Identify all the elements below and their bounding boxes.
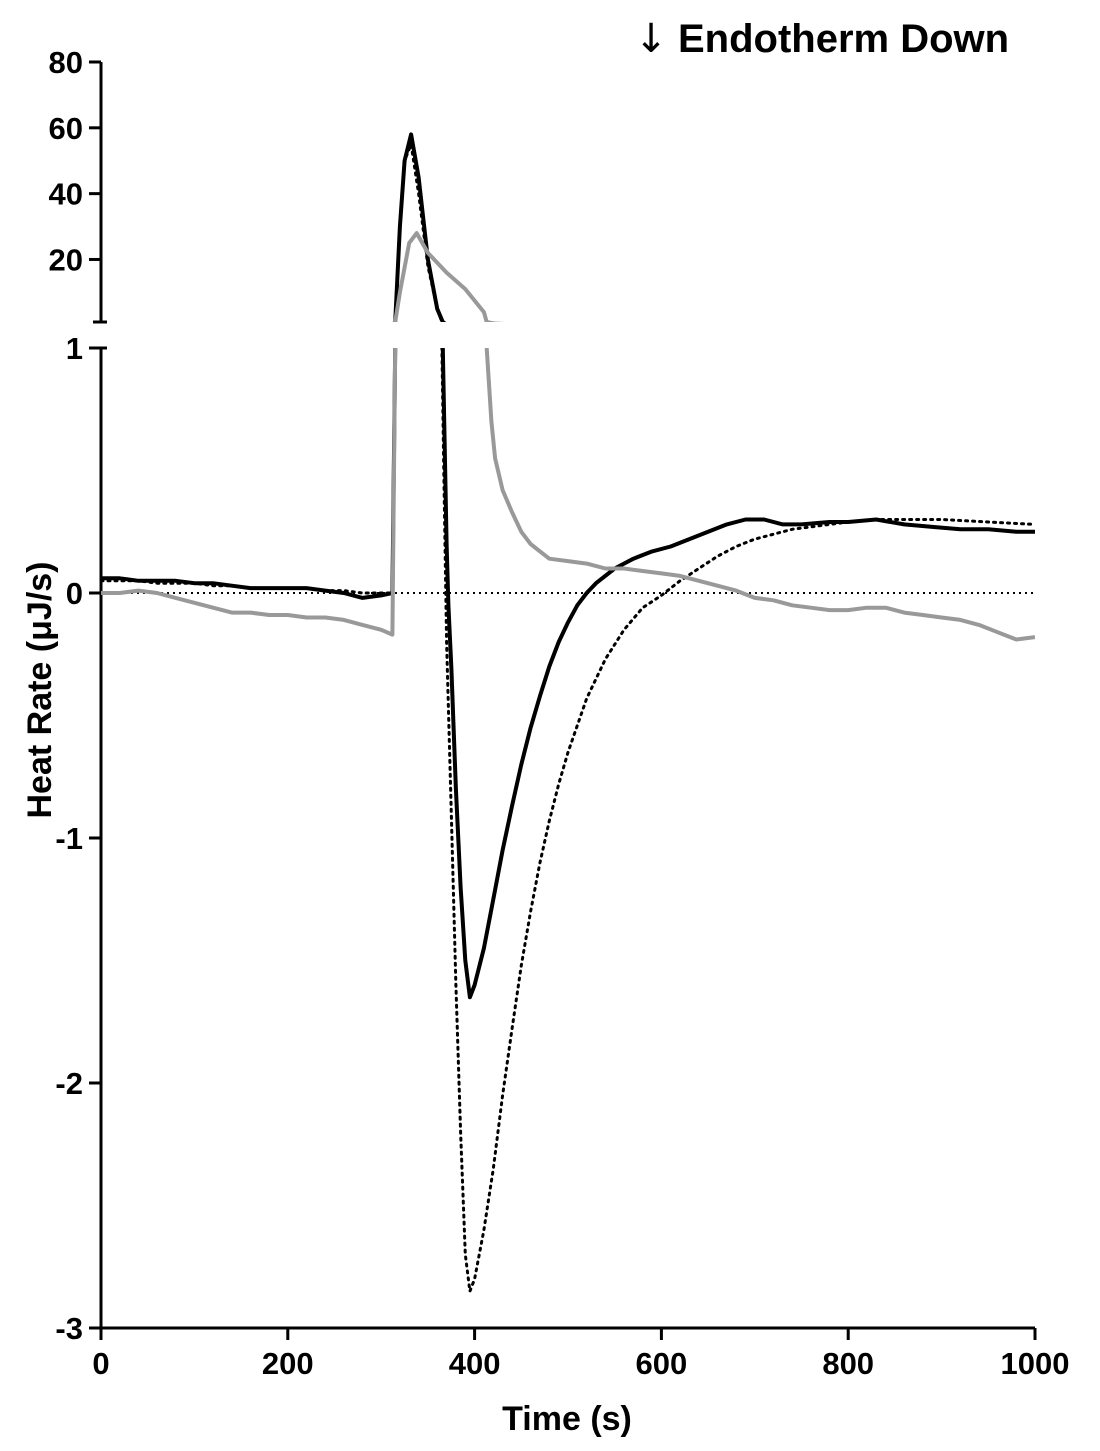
y-tick-label-upper: 40 xyxy=(49,177,83,212)
series-2-lower-line xyxy=(101,348,1035,1292)
series-1-upper-line xyxy=(392,132,447,322)
y-tick-label-lower: 0 xyxy=(66,576,83,611)
y-tick-label-lower: -1 xyxy=(55,821,83,856)
series-3-upper-line xyxy=(392,231,506,322)
x-tick-label: 200 xyxy=(262,1346,314,1381)
lower-segment-series xyxy=(101,348,1035,1292)
y-tick-label-lower: -3 xyxy=(55,1311,83,1346)
plot-area xyxy=(101,132,1035,1292)
upper-segment-series xyxy=(392,132,506,322)
annotation-group: ↓ Endotherm Down xyxy=(634,16,1009,62)
x-tick-label: 1000 xyxy=(1001,1346,1070,1381)
y-tick-label-upper: 20 xyxy=(49,242,83,277)
x-tick-label: 0 xyxy=(92,1346,109,1381)
y-tick-label-upper: 60 xyxy=(49,111,83,146)
x-tick-label: 800 xyxy=(822,1346,874,1381)
x-tick-label: 600 xyxy=(636,1346,688,1381)
y-tick-label-lower: -2 xyxy=(55,1066,83,1101)
series-3-lower-line xyxy=(101,348,1035,642)
series-2-upper-line xyxy=(393,138,445,322)
x-axis-title: Time (s) xyxy=(502,1400,632,1438)
series-1-lower-line xyxy=(101,348,1035,1000)
y-axis-title: Heat Rate (μJ/s) xyxy=(21,562,59,819)
x-tick-label: 400 xyxy=(449,1346,501,1381)
axes: 20 40 60 80 -3 -2 -1 0 1 0 200 400 600 800 1000 xyxy=(49,45,1070,1381)
endotherm-annotation: Endotherm Down xyxy=(678,17,1009,61)
y-tick-label-upper: 80 xyxy=(49,45,83,80)
y-tick-label-lower: 1 xyxy=(66,331,83,366)
down-arrow-icon: ↓ xyxy=(634,16,668,62)
